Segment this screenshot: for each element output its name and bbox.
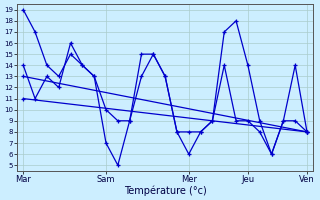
X-axis label: Température (°c): Température (°c) [124,185,206,196]
